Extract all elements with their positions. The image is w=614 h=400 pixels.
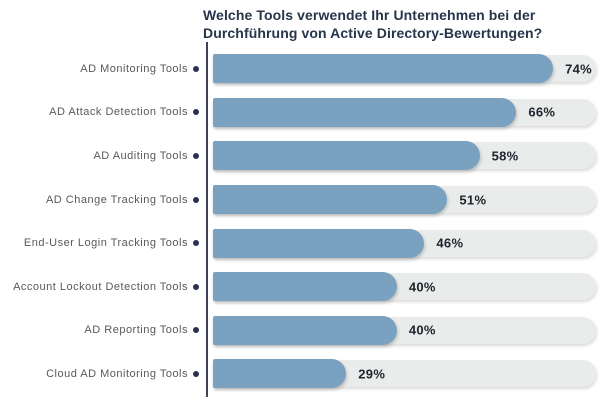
category-label: AD Change Tracking Tools xyxy=(45,193,188,206)
chart-row: AD Change Tracking Tools 51% xyxy=(0,178,614,222)
bar-track: 66% xyxy=(213,97,596,127)
bar-track: 29% xyxy=(213,359,596,389)
bar xyxy=(213,359,347,389)
chart-row: Cloud AD Monitoring Tools 29% xyxy=(0,352,614,396)
chart-row: Account Lockout Detection Tools 40% xyxy=(0,265,614,309)
bar-track: 40% xyxy=(213,315,596,345)
chart-row: End-User Login Tracking Tools 46% xyxy=(0,221,614,265)
category-label: End-User Login Tracking Tools xyxy=(23,237,188,250)
value-label: 46% xyxy=(436,235,464,251)
bullet-dot-icon xyxy=(193,283,199,290)
bar xyxy=(213,228,425,258)
bar xyxy=(213,54,554,84)
bullet-dot-icon xyxy=(193,196,199,203)
bar xyxy=(213,272,397,302)
bar-rows: AD Monitoring Tools 74% AD Attack Detectio… xyxy=(0,47,614,396)
chart-row: AD Auditing Tools 58% xyxy=(0,134,614,178)
value-label: 40% xyxy=(408,279,436,295)
chart-row: AD Reporting Tools 40% xyxy=(0,309,614,353)
category-label: AD Monitoring Tools xyxy=(80,62,188,75)
value-label: 74% xyxy=(565,61,593,77)
bar xyxy=(213,315,397,345)
bullet-dot-icon xyxy=(193,370,199,377)
bullet-dot-icon xyxy=(193,65,199,72)
value-label: 40% xyxy=(408,322,436,338)
bullet-dot-icon xyxy=(193,327,199,334)
value-label: 29% xyxy=(358,366,386,382)
bullet-dot-icon xyxy=(193,152,199,159)
category-axis-line xyxy=(206,42,208,397)
category-label: AD Attack Detection Tools xyxy=(49,106,188,119)
chart-row: AD Attack Detection Tools 66% xyxy=(0,91,614,135)
chart-row: AD Monitoring Tools 74% xyxy=(0,47,614,91)
value-label: 51% xyxy=(459,192,487,208)
value-label: 66% xyxy=(528,104,556,120)
bullet-dot-icon xyxy=(193,109,199,116)
bar-track: 40% xyxy=(213,272,596,302)
bar xyxy=(213,141,480,171)
category-label: Account Lockout Detection Tools xyxy=(13,280,188,293)
bar-track: 46% xyxy=(213,228,596,258)
value-label: 58% xyxy=(491,148,519,164)
bar xyxy=(213,97,517,127)
bar-track: 74% xyxy=(213,54,596,84)
bar xyxy=(213,185,448,215)
chart-title: Welche Tools verwendet Ihr Unternehmen b… xyxy=(203,7,543,42)
category-label: AD Reporting Tools xyxy=(84,324,188,337)
bar-track: 58% xyxy=(213,141,596,171)
bullet-dot-icon xyxy=(193,240,199,247)
category-label: Cloud AD Monitoring Tools xyxy=(46,367,188,380)
bar-track: 51% xyxy=(213,185,596,215)
category-label: AD Auditing Tools xyxy=(93,149,188,162)
